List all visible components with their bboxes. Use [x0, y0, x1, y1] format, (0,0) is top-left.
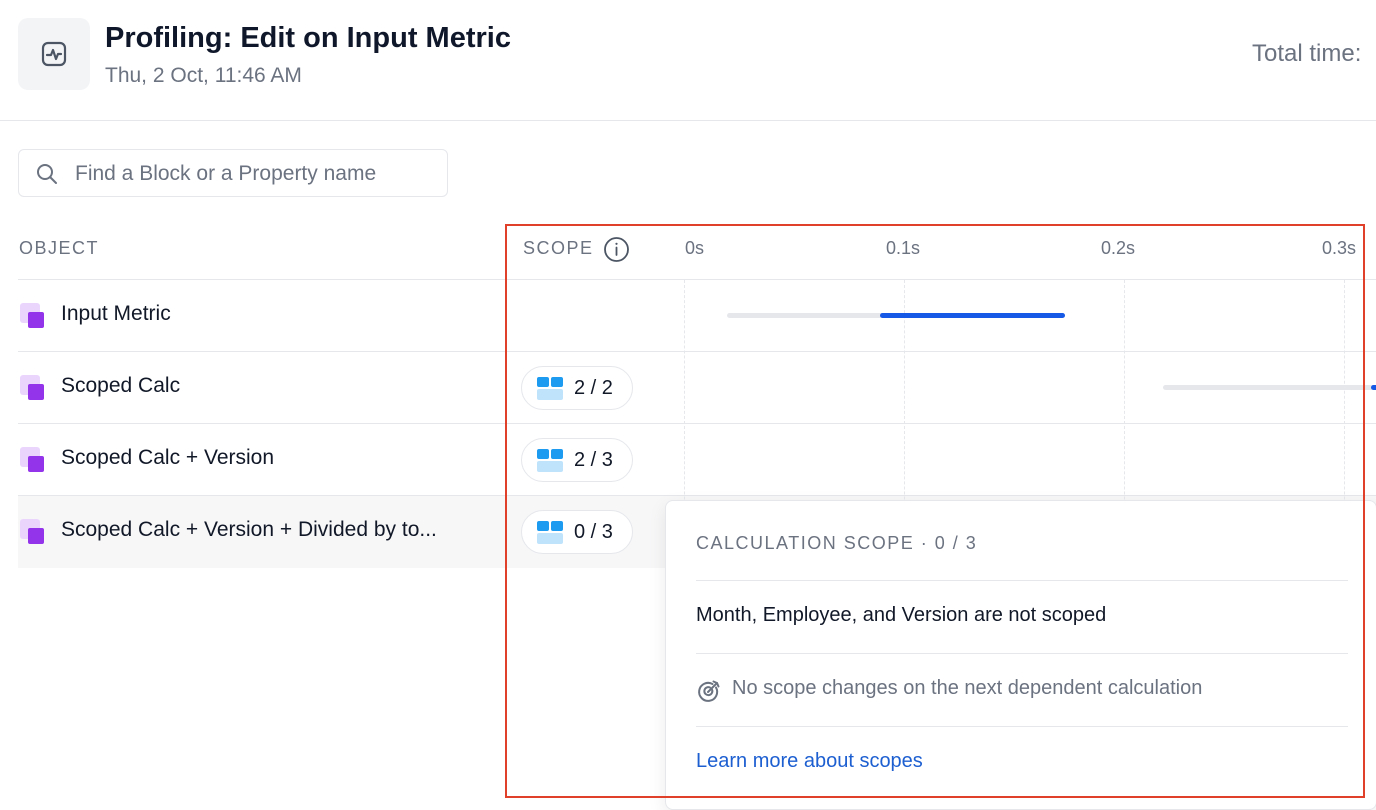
object-name: Scoped Calc + Version + Divided by to...: [61, 518, 437, 541]
scope-chip[interactable]: 0 / 3: [521, 510, 633, 554]
total-time-label: Total time:: [1252, 40, 1362, 67]
popover-divider: [696, 653, 1348, 654]
row-divider: [18, 351, 1376, 352]
scope-grid-icon: [537, 449, 563, 472]
timeline-gridline: [684, 280, 685, 570]
timeline-gridline: [1344, 280, 1345, 570]
timeline-tick: 0s: [685, 238, 705, 258]
table-row[interactable]: Scoped Calc + Version 2 / 3: [18, 424, 1376, 496]
row-divider: [18, 495, 1376, 496]
target-arrow-icon: [698, 680, 720, 702]
timeline-bar[interactable]: [880, 313, 1065, 318]
scope-grid-icon: [537, 377, 563, 400]
timeline-gridline: [1124, 280, 1125, 570]
scope-grid-icon: [537, 521, 563, 544]
timeline-bar[interactable]: [1371, 385, 1376, 390]
search-box[interactable]: [18, 149, 448, 197]
calculation-block-icon: [20, 375, 44, 400]
object-name: Scoped Calc: [61, 374, 181, 397]
scope-count: 2 / 2: [574, 377, 613, 399]
page-title: Profiling: Edit on Input Metric: [105, 22, 511, 54]
column-header-object: OBJECT: [19, 238, 100, 258]
popover-message: Month, Employee, and Version are not sco…: [696, 604, 1107, 626]
info-icon[interactable]: [603, 236, 630, 263]
row-divider: [18, 279, 1376, 280]
popover-subtext: No scope changes on the next dependent c…: [732, 677, 1203, 699]
activity-icon: [18, 18, 90, 90]
timeline-tick: 0.1s: [886, 238, 921, 258]
calculation-block-icon: [20, 447, 44, 472]
scope-popover: CALCULATION SCOPE · 0 / 3 Month, Employe…: [665, 500, 1376, 810]
scope-count: 0 / 3: [574, 521, 613, 543]
page-header: Profiling: Edit on Input Metric Thu, 2 O…: [0, 0, 1376, 121]
scope-count: 2 / 3: [574, 449, 613, 471]
column-header-scope: SCOPE: [523, 238, 594, 258]
search-input[interactable]: [73, 158, 437, 190]
scope-chip[interactable]: 2 / 2: [521, 366, 633, 410]
learn-more-link[interactable]: Learn more about scopes: [696, 750, 923, 772]
page-timestamp: Thu, 2 Oct, 11:46 AM: [105, 64, 302, 87]
search-icon: [37, 164, 57, 184]
scope-chip[interactable]: 2 / 3: [521, 438, 633, 482]
timeline-tick: 0.2s: [1101, 238, 1136, 258]
popover-divider: [696, 726, 1348, 727]
table-row[interactable]: Input Metric: [18, 280, 1376, 352]
timeline-gridline: [904, 280, 905, 570]
row-divider: [18, 423, 1376, 424]
calculation-block-icon: [20, 519, 44, 544]
timeline-tick: 0.3s: [1322, 238, 1357, 258]
table-row[interactable]: Scoped Calc 2 / 2: [18, 352, 1376, 424]
object-name: Input Metric: [61, 302, 171, 325]
calculation-block-icon: [20, 303, 44, 328]
popover-heading: CALCULATION SCOPE · 0 / 3: [696, 533, 978, 553]
object-name: Scoped Calc + Version: [61, 446, 275, 469]
popover-divider: [696, 580, 1348, 581]
timeline-bar-track: [1163, 385, 1376, 390]
